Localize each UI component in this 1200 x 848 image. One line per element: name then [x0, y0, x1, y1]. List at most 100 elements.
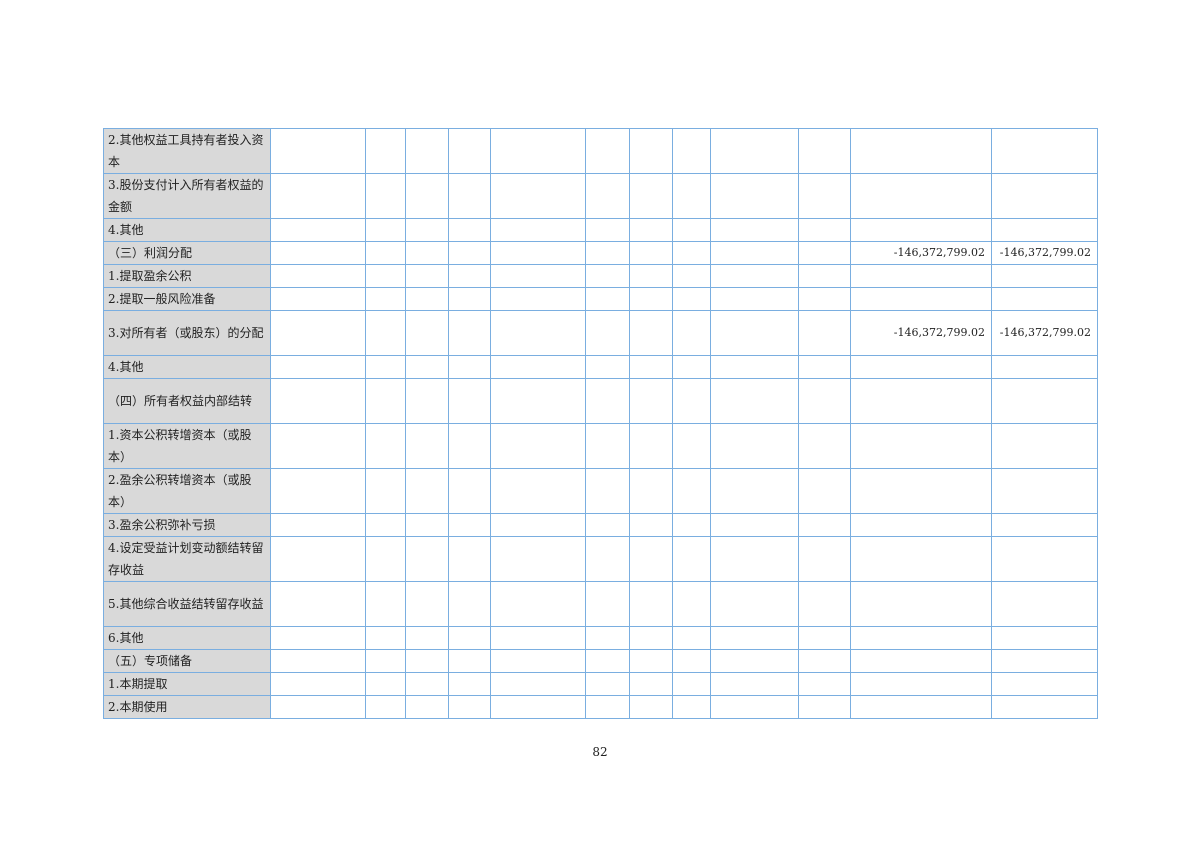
- table-cell: [991, 581, 1098, 627]
- table-cell: [672, 513, 711, 537]
- table-cell: [991, 378, 1098, 424]
- table-cell: [710, 241, 799, 265]
- table-cell: [448, 468, 491, 514]
- table-cell: [405, 468, 449, 514]
- table-cell: [850, 695, 992, 719]
- table-cell: [405, 355, 449, 379]
- table-row: （五）专项储备: [103, 649, 1098, 673]
- table-cell: [490, 423, 586, 469]
- table-cell: [850, 626, 992, 650]
- table-cell: [991, 626, 1098, 650]
- table-row: 3.股份支付计入所有者权益的金额: [103, 173, 1098, 219]
- table-row: 3.对所有者（或股东）的分配 -146,372,799.02 -146,372,79…: [103, 310, 1098, 356]
- table-cell: [672, 241, 711, 265]
- table-cell: [798, 128, 851, 174]
- table-cell: [798, 241, 851, 265]
- table-cell: [629, 672, 673, 696]
- table-cell: [798, 173, 851, 219]
- table-cell: [405, 649, 449, 673]
- table-cell: [710, 626, 799, 650]
- table-cell: [850, 649, 992, 673]
- table-cell: [270, 513, 366, 537]
- table-cell: [405, 218, 449, 242]
- table-cell: [672, 649, 711, 673]
- table-cell: [585, 378, 630, 424]
- table-cell: [365, 173, 406, 219]
- table-cell: [672, 378, 711, 424]
- table-cell: [365, 649, 406, 673]
- table-cell: [490, 649, 586, 673]
- table-cell: [629, 310, 673, 356]
- table-cell: [710, 378, 799, 424]
- table-cell: [490, 536, 586, 582]
- table-cell: [710, 513, 799, 537]
- table-cell: [629, 355, 673, 379]
- table-row: 2.本期使用: [103, 695, 1098, 719]
- table-cell: [448, 626, 491, 650]
- table-cell: [365, 695, 406, 719]
- table-cell: [490, 695, 586, 719]
- table-cell: [405, 423, 449, 469]
- table-cell: [365, 536, 406, 582]
- table-cell: [710, 264, 799, 288]
- table-cell: [850, 536, 992, 582]
- table-cell: [672, 173, 711, 219]
- row-label: 4.其他: [103, 218, 271, 242]
- table-cell: [672, 310, 711, 356]
- table-cell: [490, 241, 586, 265]
- table-row: 4.设定受益计划变动额结转留存收益: [103, 536, 1098, 582]
- table-cell: [798, 672, 851, 696]
- table-cell: [405, 536, 449, 582]
- row-label: 4.其他: [103, 355, 271, 379]
- table-cell: [490, 128, 586, 174]
- table-cell: [448, 128, 491, 174]
- table-cell: [448, 264, 491, 288]
- table-cell: [629, 218, 673, 242]
- table-cell: [405, 287, 449, 311]
- table-cell: [448, 355, 491, 379]
- table-cell: [629, 264, 673, 288]
- table-cell: [365, 218, 406, 242]
- table-cell: [490, 218, 586, 242]
- table-row: 1.本期提取: [103, 672, 1098, 696]
- row-label: 3.股份支付计入所有者权益的金额: [103, 173, 271, 219]
- table-cell: [270, 536, 366, 582]
- row-label: 2.其他权益工具持有者投入资本: [103, 128, 271, 174]
- table-cell: [405, 128, 449, 174]
- table-cell: -146,372,799.02: [850, 310, 992, 356]
- row-label: 1.资本公积转增资本（或股本）: [103, 423, 271, 469]
- table-cell: [798, 536, 851, 582]
- table-cell: -146,372,799.02: [991, 241, 1098, 265]
- table-cell: [798, 468, 851, 514]
- table-cell: [798, 649, 851, 673]
- table-cell: [490, 378, 586, 424]
- table-cell: [270, 695, 366, 719]
- table-cell: [270, 128, 366, 174]
- row-label: 3.盈余公积弥补亏损: [103, 513, 271, 537]
- table-cell: [672, 128, 711, 174]
- row-label: 2.盈余公积转增资本（或股本）: [103, 468, 271, 514]
- table-cell: [270, 378, 366, 424]
- table-cell: [270, 287, 366, 311]
- table-cell: [991, 513, 1098, 537]
- row-label: （四）所有者权益内部结转: [103, 378, 271, 424]
- table-cell: [448, 310, 491, 356]
- table-cell: [798, 695, 851, 719]
- table-cell: [405, 241, 449, 265]
- table-cell: [710, 173, 799, 219]
- table-cell: [270, 218, 366, 242]
- table-cell: [672, 355, 711, 379]
- table-cell: [798, 581, 851, 627]
- table-cell: [270, 423, 366, 469]
- table-cell: [850, 672, 992, 696]
- table-cell: [710, 695, 799, 719]
- table-cell: [850, 355, 992, 379]
- table-row: 2.盈余公积转增资本（或股本）: [103, 468, 1098, 514]
- table-cell: [991, 423, 1098, 469]
- table-cell: [405, 513, 449, 537]
- table-cell: [991, 173, 1098, 219]
- table-cell: [448, 173, 491, 219]
- table-cell: [585, 672, 630, 696]
- table-cell: [850, 264, 992, 288]
- table-cell: [710, 310, 799, 356]
